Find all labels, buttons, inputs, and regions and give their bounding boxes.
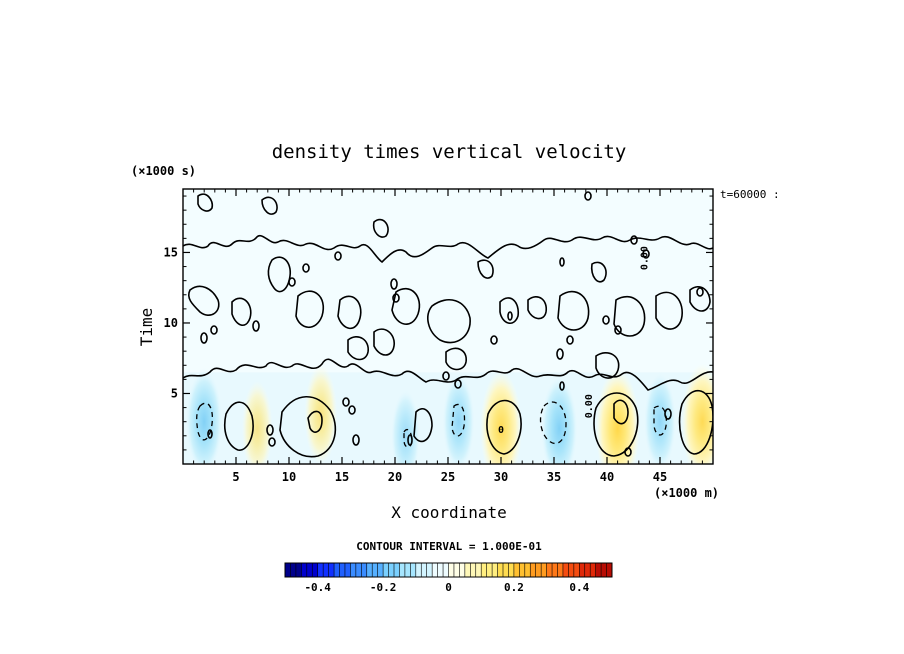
- colorbar-swatch: [481, 563, 487, 577]
- colorbar-swatch: [475, 563, 482, 577]
- negative-anomaly: [185, 367, 223, 464]
- colorbar-swatch: [606, 563, 613, 577]
- positive-anomaly: [681, 363, 713, 464]
- x-tick-label: 5: [232, 470, 239, 484]
- colorbar-swatch: [355, 563, 362, 577]
- plot-area: 0 0.00 0.00: [183, 189, 713, 464]
- colorbar-swatch: [573, 563, 580, 577]
- y-tick-label: 5: [171, 386, 178, 400]
- contour-label: 0.00: [639, 246, 650, 270]
- colorbar-swatch: [492, 563, 498, 577]
- colorbar-swatch: [486, 563, 493, 577]
- colorbar-swatch: [541, 563, 547, 577]
- colorbar-tick-label: 0: [445, 581, 452, 594]
- colorbar-swatch: [301, 563, 308, 577]
- colorbar-swatch: [530, 563, 536, 577]
- colorbar-swatch: [535, 563, 542, 577]
- colorbar-swatch: [601, 563, 607, 577]
- colorbar-swatch: [388, 563, 395, 577]
- colorbar-swatch: [290, 563, 297, 577]
- time-stamp: t=60000 :: [720, 188, 780, 201]
- colorbar-swatch: [557, 563, 564, 577]
- chart-title: density times vertical velocity: [272, 141, 627, 163]
- colorbar-swatch: [508, 563, 515, 577]
- x-tick-label: 20: [388, 470, 402, 484]
- colorbar-swatch: [579, 563, 586, 577]
- colorbar-swatch: [503, 563, 509, 577]
- colorbar-swatch: [344, 563, 351, 577]
- colorbar-swatch: [339, 563, 346, 577]
- colorbar-swatch: [459, 563, 466, 577]
- colorbar-swatch: [404, 563, 411, 577]
- colorbar-swatch: [306, 563, 313, 577]
- colorbar-swatch: [453, 563, 460, 577]
- colorbar-swatch: [497, 563, 504, 577]
- colorbar-swatch: [464, 563, 471, 577]
- colorbar-swatch: [519, 563, 526, 577]
- y-unit-label: (×1000 s): [131, 164, 196, 178]
- colorbar-swatch: [595, 563, 602, 577]
- x-tick-label: 35: [547, 470, 561, 484]
- negative-anomaly: [540, 374, 578, 464]
- colorbar: [284, 562, 613, 578]
- colorbar-swatch: [377, 563, 384, 577]
- contour-lines: [183, 191, 713, 458]
- colorbar-swatch: [513, 563, 520, 577]
- colorbar-swatch: [415, 563, 422, 577]
- x-tick-label: 25: [441, 470, 455, 484]
- colorbar-swatch: [546, 563, 553, 577]
- colorbar-swatch: [317, 563, 324, 577]
- colorbar-swatch: [470, 563, 477, 577]
- colorbar-swatch: [568, 563, 575, 577]
- colorbar-tick-label: 0.2: [504, 581, 524, 594]
- colorbar-swatch: [383, 563, 389, 577]
- colorbar-swatch: [323, 563, 329, 577]
- colorbar-swatch: [394, 563, 400, 577]
- colorbar-swatch: [590, 563, 596, 577]
- negative-anomaly: [643, 371, 677, 464]
- colorbar-swatch: [361, 563, 368, 577]
- x-axis-label: X coordinate: [391, 503, 507, 522]
- colorbar-swatch: [432, 563, 438, 577]
- colorbar-swatch: [295, 563, 302, 577]
- colorbar-swatch: [366, 563, 373, 577]
- positive-anomaly: [595, 368, 640, 464]
- colorbar-swatch: [410, 563, 417, 577]
- colorbar-swatch: [421, 563, 427, 577]
- x-tick-label: 30: [494, 470, 508, 484]
- x-tick-label: 10: [282, 470, 296, 484]
- colorbar-swatch: [443, 563, 449, 577]
- x-unit-label: (×1000 m): [654, 486, 719, 500]
- negative-anomaly: [442, 371, 476, 464]
- colorbar-swatch: [552, 563, 558, 577]
- colorbar-swatch: [372, 563, 378, 577]
- contour-label: 0: [498, 425, 504, 436]
- colorbar-swatch: [328, 563, 335, 577]
- colorbar-swatch: [584, 563, 591, 577]
- contour-label: 0.00: [584, 394, 595, 418]
- colorbar-swatch: [312, 563, 318, 577]
- colorbar-tick-label: -0.4: [304, 581, 331, 594]
- colorbar-swatch: [350, 563, 357, 577]
- colorbar-swatch: [399, 563, 406, 577]
- x-tick-label: 15: [335, 470, 349, 484]
- y-tick-label: 10: [164, 316, 178, 330]
- colorbar-swatch: [437, 563, 444, 577]
- x-tick-label: 40: [600, 470, 614, 484]
- negative-anomaly: [390, 388, 421, 464]
- y-tick-label: 15: [164, 245, 178, 259]
- colorbar-swatch: [426, 563, 433, 577]
- colorbar-swatch: [448, 563, 455, 577]
- contour-interval-text: CONTOUR INTERVAL = 1.000E-01: [356, 540, 542, 553]
- colorbar-swatch: [562, 563, 569, 577]
- colorbar-swatch: [334, 563, 340, 577]
- x-tick-label: 45: [653, 470, 667, 484]
- colorbar-swatch: [524, 563, 531, 577]
- colorbar-frame: [284, 562, 613, 578]
- y-axis-label: Time: [137, 308, 156, 347]
- colorbar-tick-label: 0.4: [569, 581, 589, 594]
- colorbar-swatch: [285, 563, 291, 577]
- colorbar-tick-label: -0.2: [370, 581, 397, 594]
